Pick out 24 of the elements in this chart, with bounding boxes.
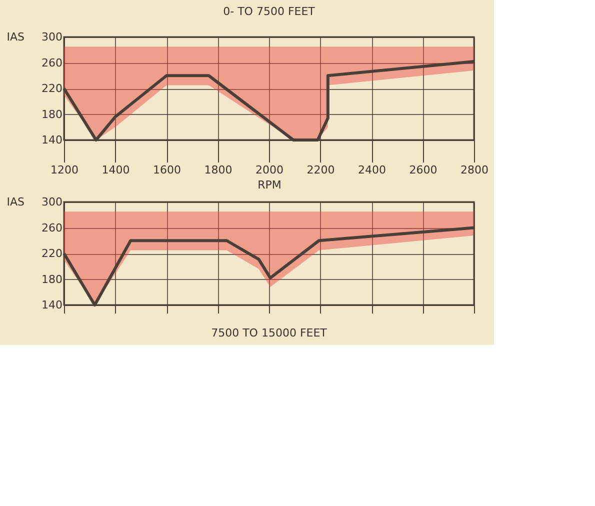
y-tick-label: 180 [42, 272, 62, 286]
y-tick-label: 300 [42, 30, 62, 44]
y-tick-label: 140 [42, 134, 62, 146]
chart-title: 0- TO 7500 FEET [223, 5, 316, 18]
y-tick-label: 220 [42, 247, 62, 260]
x-tick-label: 1800 [204, 164, 232, 176]
x-tick-label: 2200 [306, 164, 335, 176]
x-axis-title: RPM [258, 178, 282, 192]
x-tick-label: 2800 [460, 164, 488, 176]
y-tick-label: 140 [42, 298, 62, 312]
y-tick-label: 260 [42, 56, 62, 70]
y-tick-label: 300 [42, 196, 62, 208]
x-tick-label: 1200 [50, 164, 78, 176]
y-axis-title: IAS [6, 30, 25, 44]
x-tick-label: 2600 [409, 164, 438, 176]
x-tick-label: 2400 [358, 164, 386, 176]
y-tick-label: 220 [42, 82, 62, 95]
x-tick-label: 1600 [153, 164, 181, 176]
x-tick-label: 1400 [102, 164, 130, 176]
text: 7500 TO 15000 FEET [211, 326, 328, 340]
y-tick-label: 260 [42, 221, 62, 234]
y-axis-title: IAS [6, 196, 25, 208]
x-tick-label: 2000 [256, 164, 284, 176]
y-tick-label: 180 [42, 108, 62, 121]
